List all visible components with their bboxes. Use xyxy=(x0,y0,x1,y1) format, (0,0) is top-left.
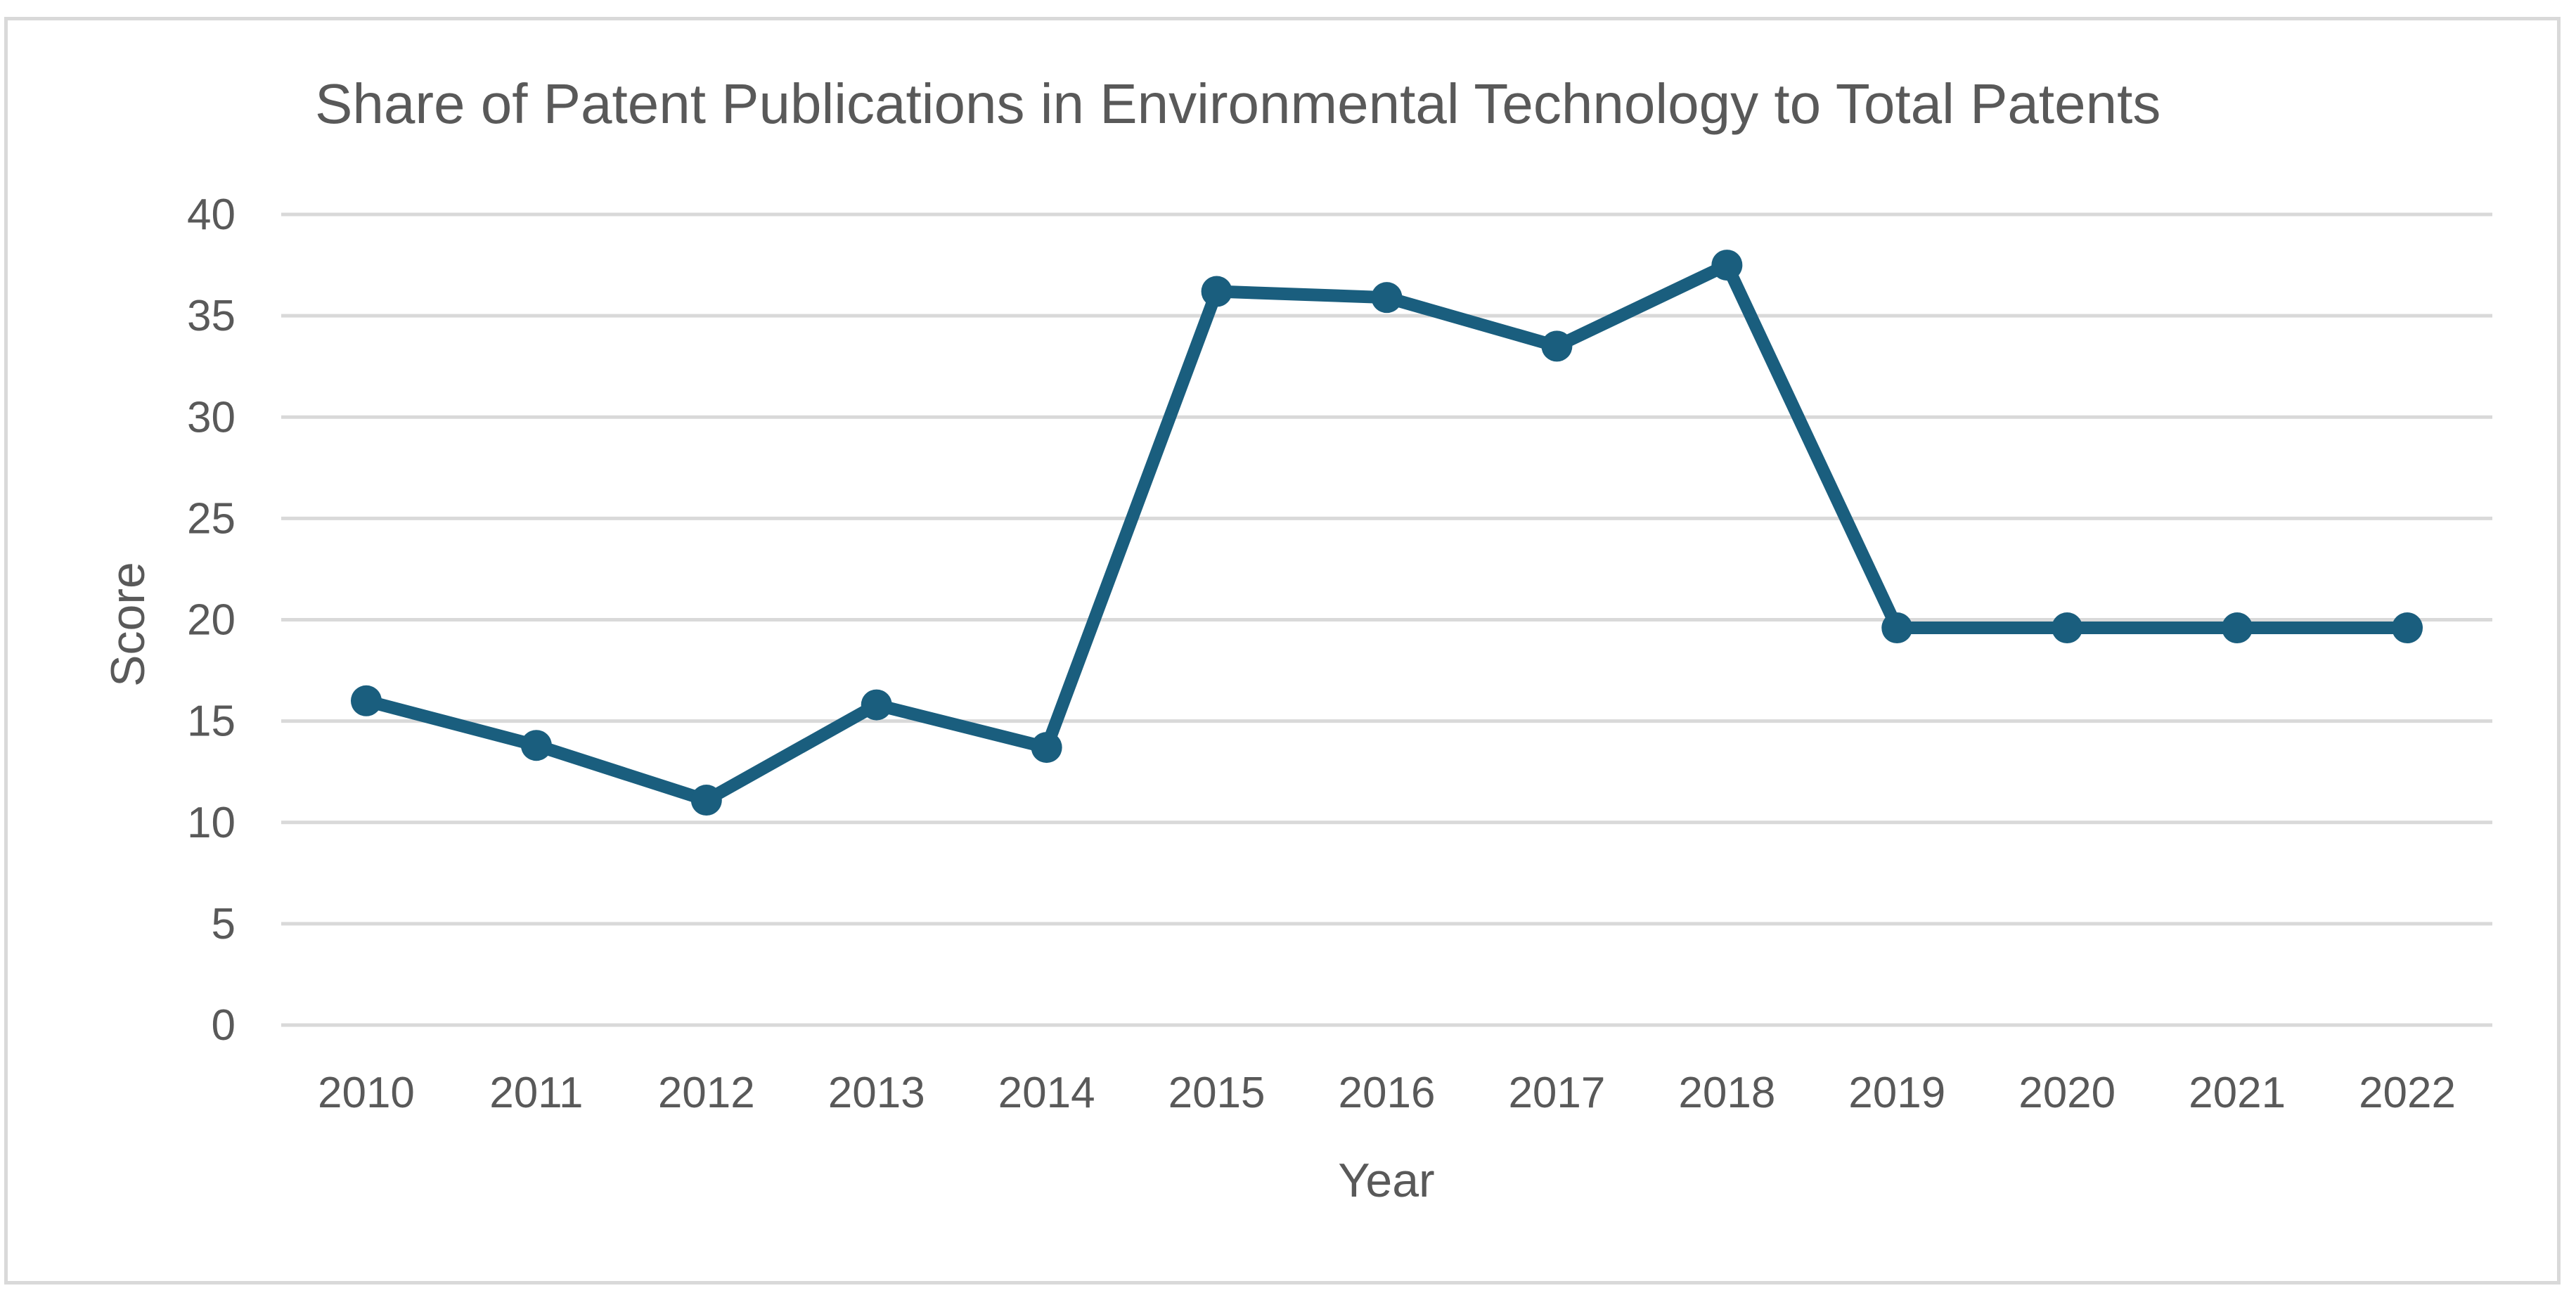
y-tick-label-0: 0 xyxy=(212,1001,236,1050)
data-point-2014 xyxy=(1031,732,1062,764)
x-tick-label-2017: 2017 xyxy=(1508,1069,1605,1117)
y-tick-label-5: 5 xyxy=(212,900,236,948)
chart-title: Share of Patent Publications in Environm… xyxy=(315,72,2160,135)
data-point-2011 xyxy=(520,730,552,761)
data-point-2010 xyxy=(350,685,382,716)
data-point-2013 xyxy=(861,689,892,721)
data-point-2020 xyxy=(2052,612,2083,644)
x-tick-label-2021: 2021 xyxy=(2189,1069,2286,1117)
x-tick-label-2012: 2012 xyxy=(658,1069,755,1117)
y-tick-label-25: 25 xyxy=(187,494,236,543)
x-tick-label-2011: 2011 xyxy=(489,1069,583,1117)
x-tick-label-2019: 2019 xyxy=(1848,1069,1945,1117)
y-tick-label-30: 30 xyxy=(187,393,236,442)
data-point-2017 xyxy=(1541,330,1573,362)
y-tick-label-15: 15 xyxy=(187,697,236,746)
x-tick-label-2015: 2015 xyxy=(1168,1069,1266,1117)
x-axis-ticks: 2010 2011 2012 2013 2014 2015 2016 2017 2018 2019… xyxy=(318,1069,2456,1117)
y-axis-ticks: 0 5 10 15 20 25 30 35 40 xyxy=(187,191,236,1050)
y-axis-label: Score xyxy=(101,562,155,687)
y-tick-label-10: 10 xyxy=(187,799,236,847)
x-tick-label-2022: 2022 xyxy=(2359,1069,2456,1117)
series-layer xyxy=(350,250,2423,816)
x-tick-label-2014: 2014 xyxy=(998,1069,1095,1117)
data-point-2019 xyxy=(1881,612,1913,644)
data-point-2015 xyxy=(1201,276,1232,307)
y-tick-label-35: 35 xyxy=(187,292,236,340)
y-tick-label-40: 40 xyxy=(187,191,236,239)
data-point-2022 xyxy=(2392,612,2423,644)
x-tick-label-2018: 2018 xyxy=(1678,1069,1775,1117)
data-point-2021 xyxy=(2222,612,2253,644)
x-tick-label-2010: 2010 xyxy=(318,1069,415,1117)
x-tick-label-2013: 2013 xyxy=(828,1069,925,1117)
chart-frame xyxy=(4,17,2561,1285)
x-tick-label-2020: 2020 xyxy=(2018,1069,2115,1117)
y-tick-label-20: 20 xyxy=(187,596,236,645)
data-point-2012 xyxy=(690,785,722,816)
data-point-2018 xyxy=(1711,250,1743,281)
x-tick-label-2016: 2016 xyxy=(1339,1069,1436,1117)
x-axis-label: Year xyxy=(1338,1154,1434,1207)
gridlines xyxy=(281,212,2492,1027)
data-point-2016 xyxy=(1371,282,1403,314)
